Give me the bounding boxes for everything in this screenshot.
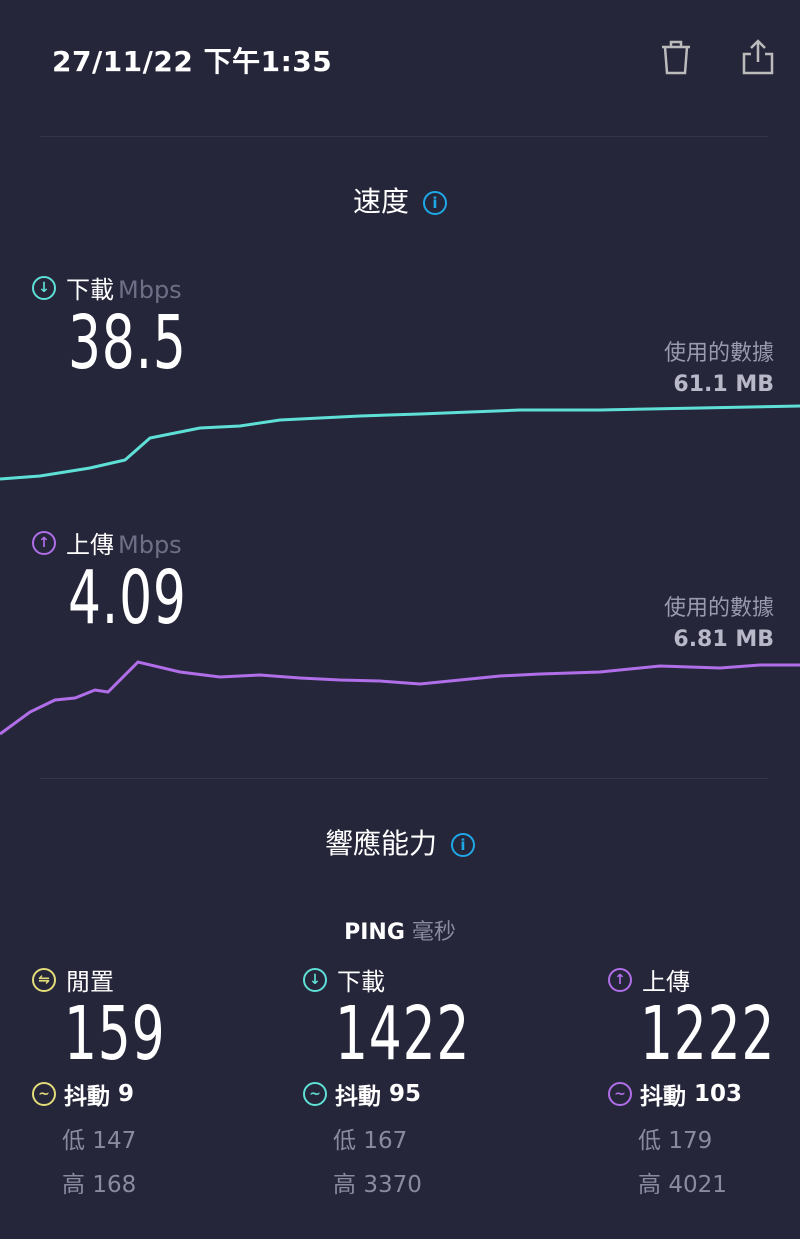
responsiveness-title: 響應能力 [324, 827, 437, 860]
high-value: 4021 [668, 1172, 727, 1198]
jitter-value: 103 [694, 1081, 743, 1107]
data-used-value: 6.81 MB [673, 627, 774, 652]
ping-idle-column: ⇋ 閒置 159 ~ 抖動 9 低 147 高 168 [32, 962, 194, 1199]
idle-ping-value: 159 [64, 991, 166, 1077]
high-label: 高 [333, 1172, 356, 1198]
download-data-used: 使用的數據 61.1 MB [664, 338, 774, 400]
ping-upload-column: ↑ 上傳 1222 ~ 抖動 103 低 179 高 4021 [608, 962, 800, 1199]
idle-label: 閒置 [66, 968, 114, 996]
download-speed-value: 38.5 [68, 300, 187, 386]
upload-data-used: 使用的數據 6.81 MB [664, 593, 774, 655]
share-icon[interactable] [740, 38, 776, 76]
low-label: 低 [333, 1128, 356, 1154]
high-label: 高 [638, 1172, 661, 1198]
download-ping-value: 1422 [335, 991, 471, 1077]
upload-label: ↑ 上傳 Mbps [32, 525, 182, 560]
upload-ping-value: 1222 [640, 991, 776, 1077]
high-label: 高 [62, 1172, 85, 1198]
divider [40, 136, 768, 137]
data-used-label: 使用的數據 [663, 341, 774, 366]
upload-label-text: 上傳 [66, 531, 114, 559]
jitter-icon: ~ [608, 1082, 632, 1106]
data-used-value: 61.1 MB [673, 372, 774, 397]
jitter-label: 抖動 [64, 1084, 110, 1110]
download-label: ↓ 下載 Mbps [32, 270, 182, 305]
upload-unit: Mbps [118, 531, 182, 559]
download-unit: Mbps [118, 276, 182, 304]
low-label: 低 [62, 1128, 85, 1154]
jitter-value: 9 [118, 1081, 135, 1107]
high-value: 3370 [363, 1172, 422, 1198]
low-label: 低 [638, 1128, 661, 1154]
responsiveness-section-title: 響應能力 i [0, 822, 800, 862]
info-icon[interactable]: i [423, 191, 447, 215]
download-arrow-icon: ↓ [32, 275, 56, 300]
ping-download-column: ↓ 下載 1422 ~ 抖動 95 低 167 高 3370 [303, 962, 508, 1199]
speed-section-title: 速度 i [0, 180, 800, 220]
download-arrow-icon: ↓ [303, 967, 327, 992]
download-label: 下載 [337, 968, 385, 996]
upload-speed-value: 4.09 [68, 555, 187, 641]
ping-heading: PING 毫秒 [0, 914, 800, 946]
jitter-icon: ~ [32, 1082, 56, 1106]
ping-unit: 毫秒 [411, 920, 456, 945]
upload-arrow-icon: ↑ [32, 530, 56, 555]
jitter-label: 抖動 [335, 1084, 381, 1110]
data-used-label: 使用的數據 [663, 596, 774, 621]
jitter-value: 95 [389, 1081, 422, 1107]
download-speed-graph [0, 404, 800, 481]
low-value: 147 [92, 1128, 137, 1154]
high-value: 168 [92, 1172, 137, 1198]
upload-speed-graph [0, 660, 800, 736]
speed-title: 速度 [352, 185, 409, 218]
upload-label: 上傳 [642, 968, 690, 996]
ping-label: PING [344, 920, 405, 945]
divider [40, 778, 768, 779]
idle-icon: ⇋ [32, 967, 56, 992]
low-value: 167 [363, 1128, 408, 1154]
jitter-icon: ~ [303, 1082, 327, 1106]
test-datetime: 27/11/22 下午1:35 [52, 45, 333, 78]
download-label-text: 下載 [66, 276, 114, 304]
trash-icon[interactable] [658, 38, 694, 76]
info-icon[interactable]: i [451, 833, 475, 857]
jitter-label: 抖動 [640, 1084, 686, 1110]
low-value: 179 [668, 1128, 713, 1154]
upload-arrow-icon: ↑ [608, 967, 632, 992]
